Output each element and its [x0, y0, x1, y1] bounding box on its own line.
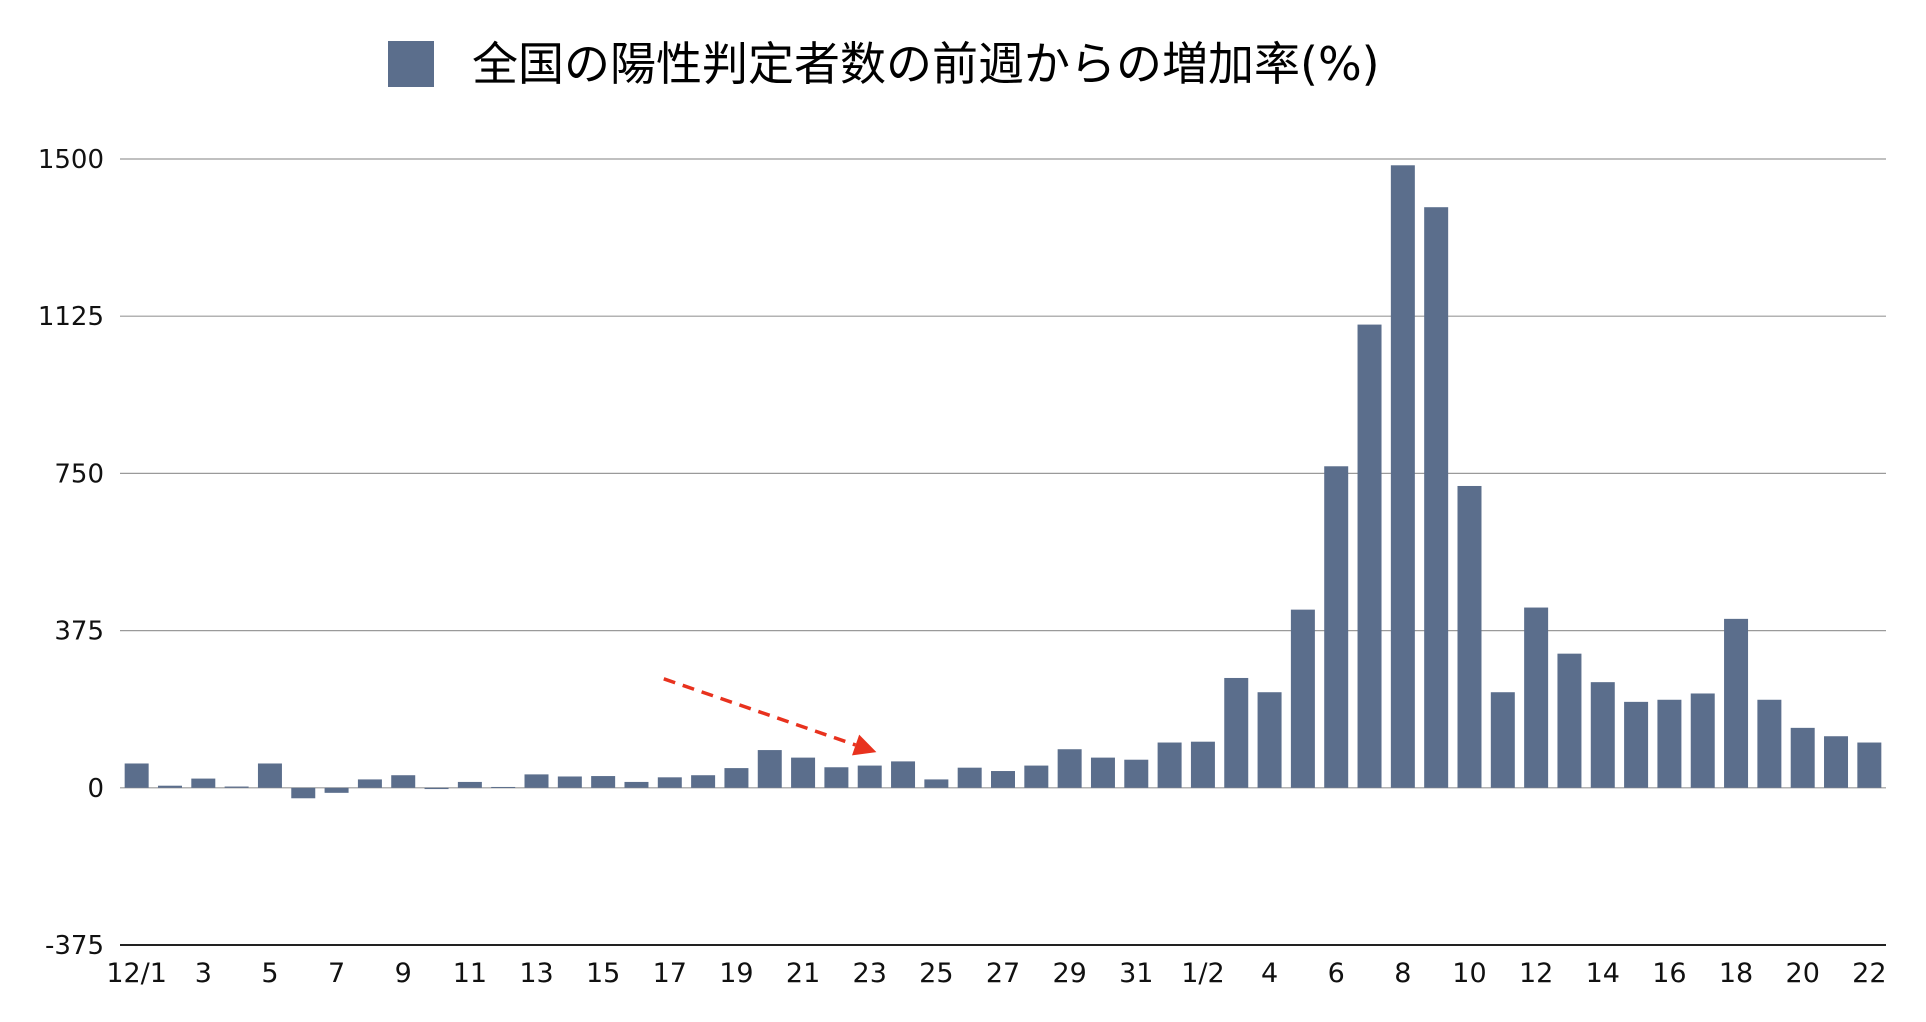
bar: [1057, 749, 1082, 788]
x-tick-label: 22: [1852, 958, 1886, 989]
bar: [1257, 692, 1282, 788]
bar: [1157, 742, 1182, 788]
bar: [257, 763, 282, 788]
x-tick-label: 12/1: [106, 958, 167, 989]
x-tick-label: 6: [1328, 958, 1345, 989]
bar: [1424, 207, 1449, 788]
bar: [291, 787, 316, 799]
bar: [1124, 759, 1149, 788]
bar: [224, 786, 249, 788]
bar: [1590, 682, 1615, 788]
x-tick-label: 19: [719, 958, 753, 989]
bar: [1690, 693, 1715, 788]
y-tick-label: -375: [45, 931, 104, 961]
x-tick-label: 10: [1452, 958, 1486, 989]
bar: [191, 778, 216, 788]
legend-swatch: [388, 41, 434, 87]
bar: [491, 786, 516, 788]
x-tick-label: 7: [328, 958, 345, 989]
bar: [924, 779, 949, 788]
bar: [757, 750, 782, 788]
bar: [1790, 727, 1815, 788]
x-tick-label: 31: [1119, 958, 1153, 989]
y-tick-label: 1125: [38, 302, 104, 332]
trend-arrow-line: [663, 677, 857, 747]
y-tick-label: 750: [54, 459, 104, 489]
bar: [1824, 736, 1849, 788]
bar: [991, 771, 1015, 788]
bar: [1190, 741, 1215, 788]
x-tick-label: 27: [986, 958, 1020, 989]
bar: [157, 785, 182, 788]
bar: [791, 757, 816, 788]
bar: [1090, 757, 1115, 788]
bar: [1357, 324, 1382, 788]
legend: 全国の陽性判定者数の前週からの増加率(%): [388, 34, 1380, 94]
bar: [891, 761, 916, 788]
x-tick-label: 12: [1519, 958, 1553, 989]
x-tick-label: 29: [1052, 958, 1086, 989]
x-tick-label: 23: [853, 958, 887, 989]
x-tick-label: 14: [1586, 958, 1620, 989]
bar: [1624, 701, 1649, 788]
bar: [324, 787, 349, 793]
bar: [1724, 618, 1749, 788]
bar: [424, 787, 449, 790]
x-tick-label: 15: [586, 958, 620, 989]
bar: [1457, 485, 1482, 788]
x-tick-label: 4: [1261, 958, 1278, 989]
x-tick-label: 3: [195, 958, 212, 989]
bar: [691, 775, 716, 788]
bar: [1857, 742, 1882, 788]
x-tick-label: 17: [653, 958, 687, 989]
bar: [624, 781, 649, 788]
bar: [1557, 653, 1582, 788]
bar: [857, 765, 882, 788]
bar: [824, 767, 849, 788]
x-tick-label: 5: [261, 958, 278, 989]
bar: [1290, 609, 1315, 788]
x-tick-label: 18: [1719, 958, 1753, 989]
bar: [724, 768, 749, 788]
x-tick-label: 25: [919, 958, 953, 989]
bar: [1224, 677, 1249, 788]
bar: [1324, 466, 1349, 788]
bar: [457, 781, 482, 788]
bar: [657, 777, 682, 788]
x-tick-label: 21: [786, 958, 820, 989]
bar: [1490, 692, 1515, 788]
trend-arrow-head: [852, 734, 877, 756]
x-tick-label: 9: [395, 958, 412, 989]
bar: [124, 763, 149, 788]
bar: [357, 779, 382, 788]
x-tick-label: 1/2: [1181, 958, 1224, 989]
bar: [391, 775, 416, 788]
bar: [591, 776, 616, 788]
bar: [557, 776, 582, 788]
bar: [1757, 699, 1782, 788]
legend-label: 全国の陽性判定者数の前週からの増加率(%): [472, 37, 1380, 91]
x-tick-label: 20: [1786, 958, 1820, 989]
bar: [957, 767, 982, 788]
y-tick-label: 0: [87, 774, 104, 804]
x-tick-label: 11: [453, 958, 487, 989]
bar: [1657, 699, 1682, 788]
bar: [1524, 607, 1549, 788]
y-tick-label: 1500: [38, 145, 104, 175]
bar: [524, 774, 549, 788]
x-tick-label: 13: [519, 958, 553, 989]
y-tick-label: 375: [54, 617, 104, 647]
x-tick-label: 8: [1394, 958, 1411, 989]
bar: [1390, 165, 1415, 788]
x-tick-label: 16: [1652, 958, 1686, 989]
bar: [1024, 765, 1049, 788]
